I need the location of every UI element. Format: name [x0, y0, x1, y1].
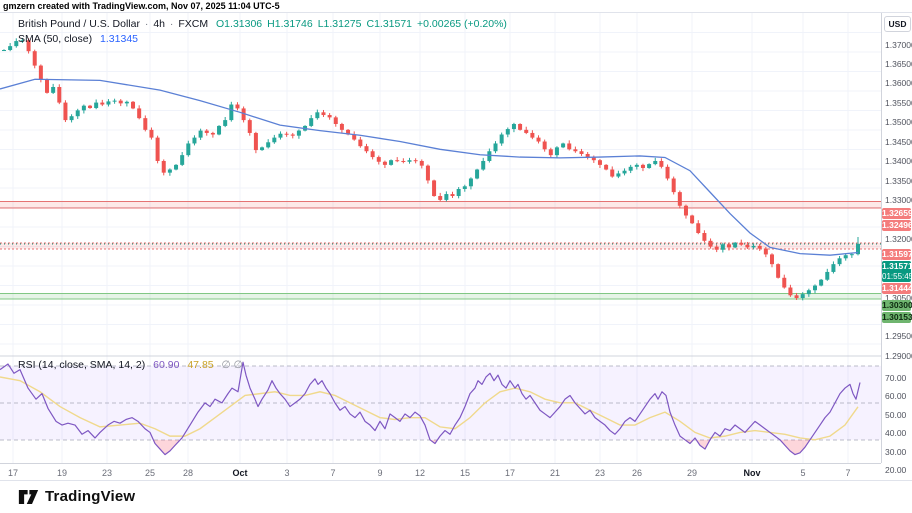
time-label: 23 [594, 468, 605, 478]
sma-value: 1.31345 [100, 33, 139, 45]
tradingview-logo[interactable]: TradingView [18, 488, 135, 505]
time-label: 17 [504, 468, 515, 478]
support-level-badge: 1.30300 [882, 299, 912, 311]
candlestick-series [2, 37, 860, 301]
time-label-month: Oct [232, 468, 248, 478]
rsi-value: 60.90 [153, 359, 180, 371]
close-value: C1.31571 [366, 18, 413, 30]
candle-countdown: 01:55:45 [882, 272, 912, 282]
ohlc-values: O1.31306 H1.31746 L1.31275 C1.31571 +0.00265… [211, 18, 507, 30]
rsi-null-marks: ∅ ∅ [221, 359, 243, 371]
symbol-exchange: FXCM [178, 18, 209, 30]
sma-label: SMA (50, close) [18, 33, 93, 45]
currency-toggle-button[interactable]: USD [884, 16, 911, 32]
rsi-scale-label: 20.00 [885, 465, 907, 476]
rsi-ma-value: 47.85 [187, 359, 214, 371]
current-price-badge: 1.31571 01:55:45 [882, 261, 912, 282]
rsi-scale-label: 40.00 [885, 428, 907, 439]
symbol-interval[interactable]: 4h [153, 18, 165, 30]
low-value: L1.31275 [317, 18, 362, 30]
time-label: 3 [284, 468, 290, 478]
rsi-label: RSI (14, close, SMA, 14, 2) [18, 359, 146, 371]
time-label: 26 [631, 468, 642, 478]
time-label: 28 [182, 468, 193, 478]
legend-separator: · [144, 18, 149, 30]
rsi-scale-label: 30.00 [885, 446, 907, 457]
time-label: 23 [101, 468, 112, 478]
price-label: 1.34000 [885, 156, 912, 167]
price-label: 1.35000 [885, 117, 912, 128]
price-label: 1.37000 [885, 39, 912, 50]
attribution-text: gmzern created with TradingView.com, Nov… [3, 1, 280, 11]
price-label: 1.33000 [885, 195, 912, 206]
chart-area[interactable]: British Pound / U.S. Dollar · 4h · FXCM … [0, 12, 912, 482]
symbol-title[interactable]: British Pound / U.S. Dollar [18, 18, 140, 30]
price-label: 1.33500 [885, 175, 912, 186]
open-value: O1.31306 [216, 18, 263, 30]
time-label: 9 [377, 468, 383, 478]
resistance-level-badge: 1.32659 [882, 208, 912, 219]
time-label: 15 [459, 468, 470, 478]
rsi-scale-label: 70.00 [885, 372, 907, 383]
symbol-legend-row1: British Pound / U.S. Dollar · 4h · FXCM … [18, 17, 507, 32]
time-label: 17 [7, 468, 18, 478]
price-label: 1.30500 [885, 292, 912, 303]
sma-legend-row[interactable]: SMA (50, close) 1.31345 [18, 32, 507, 47]
resistance-level-badge: 1.31444 [882, 283, 912, 295]
time-label: 7 [845, 468, 851, 478]
time-label: 25 [144, 468, 155, 478]
rsi-line [0, 361, 861, 456]
high-value: H1.31746 [267, 18, 313, 30]
rsi-ma-line [0, 376, 859, 441]
time-label: 29 [686, 468, 697, 478]
price-label: 1.36500 [885, 58, 912, 69]
price-label: 1.29000 [885, 350, 912, 361]
chart-canvas[interactable] [0, 13, 881, 463]
legend-separator: · [169, 18, 174, 30]
time-label: 19 [56, 468, 67, 478]
rsi-legend[interactable]: RSI (14, close, SMA, 14, 2) 60.90 47.85 … [18, 359, 243, 371]
bottom-bar: TradingView [0, 480, 912, 513]
price-axis[interactable] [881, 13, 912, 463]
price-label: 1.34500 [885, 136, 912, 147]
time-label: 21 [549, 468, 560, 478]
price-label: 1.29500 [885, 331, 912, 342]
price-label: 1.35500 [885, 97, 912, 108]
rsi-scale-label: 60.00 [885, 391, 907, 402]
sma-line [0, 78, 859, 256]
time-label: 12 [414, 468, 425, 478]
symbol-legend[interactable]: British Pound / U.S. Dollar · 4h · FXCM … [18, 17, 507, 47]
change-value: +0.00265 (+0.20%) [417, 18, 507, 30]
tradingview-wordmark: TradingView [45, 488, 136, 505]
support-level-badge: 1.30153 [882, 311, 912, 323]
tradingview-logo-icon [18, 489, 39, 505]
time-label-month: Nov [743, 468, 761, 478]
resistance-level-badge: 1.32496 [882, 220, 912, 231]
time-axis[interactable]: 17 19 23 25 28 Oct 3 7 9 12 15 17 21 23 26 29 Nov 5 7 [0, 463, 881, 482]
time-label: 5 [800, 468, 806, 478]
rsi-scale-label: 50.00 [885, 409, 907, 420]
price-label: 1.36000 [885, 78, 912, 89]
price-label: 1.32000 [885, 234, 912, 245]
time-label: 7 [330, 468, 336, 478]
resistance-level-badge: 1.31597 [882, 249, 912, 261]
